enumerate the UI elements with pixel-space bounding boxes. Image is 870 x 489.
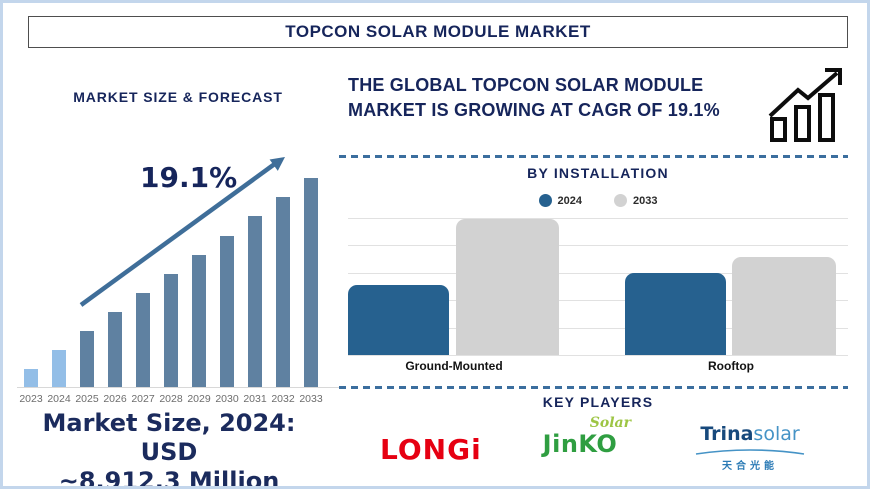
installation-legend: 2024 2033 [348, 194, 848, 207]
forecast-year-label-2024: 2024 [47, 393, 71, 405]
forecast-year-label-2025: 2025 [75, 393, 99, 405]
forecast-year-label-2030: 2030 [215, 393, 239, 405]
forecast-bar-2027 [136, 293, 150, 387]
headline-text: THE GLOBAL TOPCON SOLAR MODULE MARKET IS… [348, 75, 720, 120]
legend-dot-2024 [538, 194, 552, 207]
growth-chart-icon [768, 68, 842, 142]
market-size-callout: Market Size, 2024: USD ~8,912.3 Million [11, 409, 327, 489]
dashed-separator-bottom [339, 386, 848, 389]
forecast-years: 2023 2024 2025 2026 2027 2028 2029 2030 2031 2032… [17, 393, 339, 406]
page-title: TOPCON SOLAR MODULE MARKET [285, 22, 591, 41]
category-label-rooftop: Rooftop [708, 359, 754, 373]
legend-label-2024: 2024 [557, 194, 582, 207]
jinko-script-text: Solar [589, 415, 631, 431]
trend-arrow-icon [79, 157, 285, 307]
cagr-label: 19.1% [140, 161, 238, 194]
installation-bar-rooftop-2033 [732, 257, 836, 355]
gridline [348, 245, 848, 246]
installation-bar-ground-mounted-2033 [456, 219, 559, 355]
forecast-heading: MARKET SIZE & FORECAST [73, 89, 283, 105]
gridline [348, 218, 848, 219]
forecast-year-label-2023: 2023 [19, 393, 43, 405]
forecast-year-label-2028: 2028 [159, 393, 183, 405]
installation-bar-ground-mounted-2024 [348, 285, 449, 355]
forecast-bar-2025 [80, 331, 94, 387]
forecast-bar-2026 [108, 312, 122, 387]
forecast-bar-2024 [52, 350, 66, 387]
forecast-year-label-2031: 2031 [243, 393, 267, 405]
trina-chinese-text: 天合光能 [722, 461, 778, 472]
installation-bar-rooftop-2024 [625, 273, 726, 355]
jinko-main-text: JinKO [542, 430, 618, 458]
installation-plot [348, 218, 848, 356]
dashed-separator-top [339, 155, 848, 158]
longi-logo: LONGi [380, 433, 482, 466]
trina-part1-text: Trina [700, 423, 754, 445]
forecast-year-label-2027: 2027 [131, 393, 155, 405]
forecast-bar-2023 [24, 369, 38, 387]
legend-dot-2033 [614, 194, 627, 207]
forecast-bars [17, 178, 339, 388]
forecast-bar-2028 [164, 274, 178, 387]
legend-label-2033: 2033 [633, 194, 658, 207]
title-bar: TOPCON SOLAR MODULE MARKET [28, 16, 848, 48]
legend-item-2033: 2033 [614, 194, 657, 207]
trina-part2-text: solar [753, 423, 800, 445]
key-players-heading: KEY PLAYERS [542, 394, 654, 410]
forecast-bar-2032 [276, 197, 290, 387]
trina-swoosh-icon [695, 449, 805, 455]
forecast-year-label-2033: 2033 [299, 393, 323, 405]
category-label-ground-mounted: Ground-Mounted [405, 359, 503, 373]
forecast-year-label-2026: 2026 [103, 393, 127, 405]
forecast-bar-2033 [304, 178, 318, 387]
legend-item-2024: 2024 [538, 194, 582, 207]
forecast-year-label-2029: 2029 [187, 393, 211, 405]
trina-wordmark: Trinasolar [693, 423, 807, 445]
market-size-line1: Market Size, 2024: USD [42, 409, 296, 466]
installation-heading: BY INSTALLATION [527, 165, 669, 181]
trina-solar-logo: Trinasolar 天合光能 [693, 423, 807, 472]
gridline [348, 300, 848, 301]
market-size-line2: ~8,912.3 Million [58, 467, 280, 489]
forecast-bar-2029 [192, 255, 206, 387]
forecast-year-label-2032: 2032 [271, 393, 295, 405]
jinko-solar-logo: Solar JinKO [527, 415, 633, 458]
gridline [348, 328, 848, 329]
gridline [348, 273, 848, 274]
forecast-bar-2030 [220, 236, 234, 387]
gridline [348, 355, 848, 356]
forecast-bar-2031 [248, 216, 262, 387]
